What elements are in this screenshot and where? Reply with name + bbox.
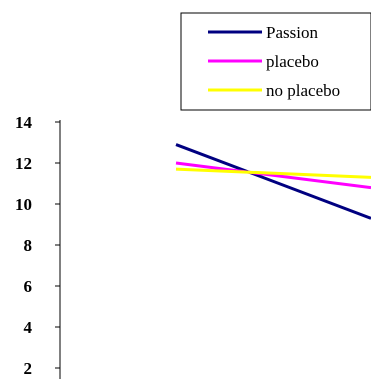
legend-label-passion: Passion bbox=[266, 23, 318, 42]
series-lines bbox=[175, 143, 371, 220]
y-tick-label-4: 4 bbox=[24, 318, 33, 337]
y-tick-label-14: 14 bbox=[15, 113, 33, 132]
series-line-placebo bbox=[175, 161, 371, 190]
y-tick-label-10: 10 bbox=[15, 195, 32, 214]
legend-label-placebo: placebo bbox=[266, 52, 319, 71]
plot-area: 2 4 6 8 10 12 14 bbox=[15, 113, 371, 379]
y-axis-ticks: 2 4 6 8 10 12 14 bbox=[15, 113, 60, 378]
y-tick-label-12: 12 bbox=[15, 154, 32, 173]
y-tick-label-2: 2 bbox=[24, 359, 33, 378]
series-line-no-placebo bbox=[175, 167, 371, 179]
series-line-passion bbox=[175, 143, 371, 220]
legend-box bbox=[180, 12, 371, 111]
legend-label-no-placebo: no placebo bbox=[266, 81, 340, 100]
y-tick-label-8: 8 bbox=[24, 236, 33, 255]
y-tick-label-6: 6 bbox=[24, 277, 33, 296]
legend-entries: Passion placebo no placebo bbox=[208, 23, 340, 100]
legend: Passion placebo no placebo bbox=[180, 12, 371, 111]
